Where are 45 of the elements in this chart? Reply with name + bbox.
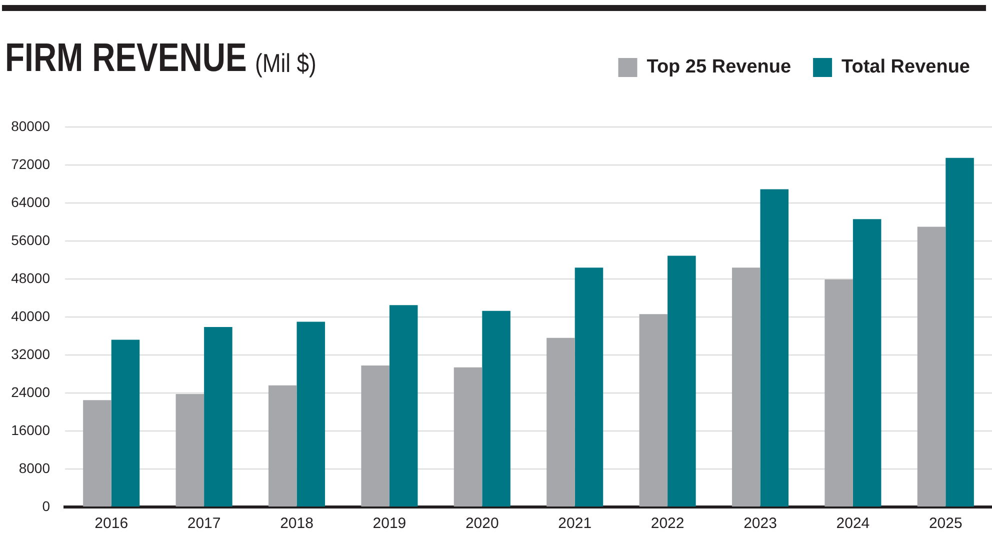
bar [454,367,482,506]
x-tick-label: 2019 [372,515,406,532]
legend-label: Total Revenue [842,56,970,78]
x-tick-label: 2024 [836,515,870,532]
legend-label: Top 25 Revenue [646,56,792,78]
bar [176,394,204,506]
bar [732,268,760,506]
x-tick-label: 2017 [187,515,221,532]
y-tick-label: 24000 [11,384,50,400]
y-tick-label: 48000 [11,270,50,286]
bar [946,158,974,506]
x-tick-label: 2021 [558,515,592,532]
x-tick-label: 2023 [744,515,777,532]
bar [639,314,668,506]
bar [389,305,418,506]
bar [546,338,575,506]
bar [824,279,853,506]
chart-subtitle: (Mil $) [255,48,316,78]
bar [852,219,882,506]
bar [83,400,112,506]
y-tick-label: 0 [42,498,50,514]
y-tick-label: 32000 [11,346,50,362]
bar [574,268,604,506]
x-tick-label: 2016 [94,515,128,532]
x-tick-label: 2025 [928,515,962,532]
bar [917,226,946,506]
y-tick-label: 64000 [11,194,50,210]
y-tick-label: 40000 [11,308,50,324]
y-tick-label: 8000 [18,460,50,476]
y-tick-label: 80000 [11,118,50,134]
bar [268,385,297,506]
bar [760,189,789,506]
bar [204,326,232,506]
bar [668,256,696,506]
x-tick-label: 2020 [465,515,499,532]
bar [296,322,326,506]
x-tick-label: 2022 [650,515,684,532]
y-tick-label: 72000 [11,156,50,172]
bar [361,365,390,506]
y-tick-label: 16000 [11,422,50,438]
y-tick-label: 56000 [11,232,50,248]
bar [111,340,140,506]
bar [482,310,510,506]
chart-title: FIRM REVENUE [5,36,247,80]
x-tick-label: 2018 [280,515,314,532]
